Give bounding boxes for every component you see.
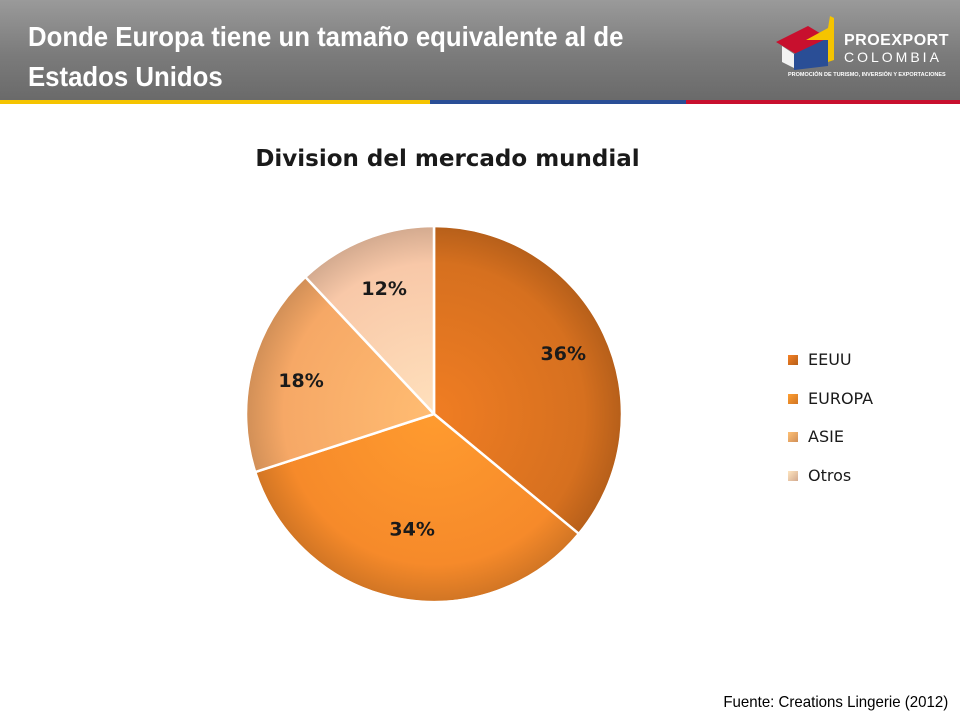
legend-label: ASIE xyxy=(808,427,844,446)
legend-swatch xyxy=(788,470,798,481)
legend-swatch xyxy=(788,355,798,365)
logo-tagline: PROMOCIÓN DE TURISMO, INVERSIÓN Y EXPORT… xyxy=(788,72,946,78)
logo-country: COLOMBIA xyxy=(844,49,942,65)
header-stripe-blue xyxy=(430,100,686,104)
data-label-europa: 34% xyxy=(389,518,434,540)
legend-label: Otros xyxy=(808,465,852,485)
legend-label: EEUU xyxy=(808,350,852,369)
proexport-logo: PROEXPORT COLOMBIA PROMOCIÓN DE TURISMO,… xyxy=(772,14,948,86)
header-stripe-red xyxy=(686,100,960,104)
pie-rim xyxy=(245,225,623,603)
legend-swatch xyxy=(788,432,798,442)
data-label-asie: 18% xyxy=(278,370,323,392)
logo-house-icon xyxy=(776,16,834,70)
logo-name: PROEXPORT xyxy=(844,32,949,49)
slide-header: Donde Europa tiene un tamaño equivalente… xyxy=(0,0,960,100)
slide-title: Donde Europa tiene un tamaño equivalente… xyxy=(28,21,624,92)
legend-swatch xyxy=(788,393,798,404)
header-stripe-yellow xyxy=(0,100,430,104)
legend-label: EUROPA xyxy=(808,388,874,408)
data-label-eeuu: 36% xyxy=(541,343,586,365)
source-note: Fuente: Creations Lingerie (2012) xyxy=(723,694,948,711)
chart-title: Division del mercado mundial xyxy=(255,146,640,172)
data-label-otros: 12% xyxy=(361,278,406,300)
